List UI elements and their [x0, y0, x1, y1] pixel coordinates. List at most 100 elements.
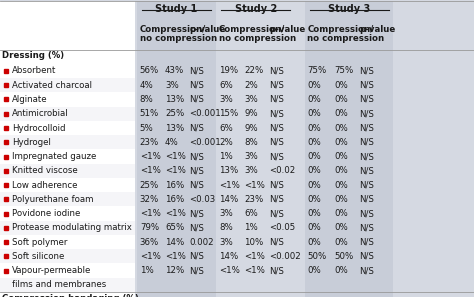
Text: <1%: <1% [165, 166, 186, 175]
Text: N/S: N/S [359, 67, 374, 75]
Text: N/S: N/S [269, 152, 283, 161]
Text: 0%: 0% [307, 181, 321, 189]
Bar [0, 278, 135, 292]
Text: 22%: 22% [244, 67, 264, 75]
Bar [0, 192, 135, 206]
Text: N/S: N/S [359, 166, 374, 175]
Text: p-value: p-value [269, 25, 305, 34]
Text: 23%: 23% [140, 138, 159, 147]
Text: 13%: 13% [165, 95, 184, 104]
Text: N/S: N/S [269, 67, 283, 75]
Text: N/S: N/S [190, 67, 204, 75]
Text: 0%: 0% [334, 95, 348, 104]
Text: Hydrogel: Hydrogel [12, 138, 51, 147]
Text: N/S: N/S [190, 81, 204, 90]
Text: 14%: 14% [219, 252, 238, 261]
Text: 16%: 16% [165, 195, 184, 204]
Text: 0%: 0% [334, 166, 348, 175]
Text: 10%: 10% [244, 238, 264, 247]
Text: 0%: 0% [334, 152, 348, 161]
Text: N/S: N/S [269, 238, 283, 247]
Text: 2%: 2% [219, 138, 233, 147]
Text: N/S: N/S [359, 152, 374, 161]
Bar [0, 1, 135, 297]
Text: N/S: N/S [269, 109, 283, 118]
Text: 0%: 0% [307, 266, 321, 275]
Text: 13%: 13% [165, 124, 184, 132]
Bar [0, 263, 135, 278]
Text: 32%: 32% [140, 195, 159, 204]
Text: 0%: 0% [307, 95, 321, 104]
Text: 79%: 79% [140, 223, 159, 232]
Text: <0.001: <0.001 [190, 109, 221, 118]
Text: 5%: 5% [140, 124, 154, 132]
Text: Soft silicone: Soft silicone [12, 252, 64, 261]
Text: 43%: 43% [165, 67, 184, 75]
Text: N/S: N/S [269, 124, 283, 132]
Bar [135, 1, 137, 297]
Text: 50%: 50% [307, 252, 327, 261]
Text: N/S: N/S [359, 223, 374, 232]
Text: <1%: <1% [219, 266, 240, 275]
Text: N/S: N/S [359, 181, 374, 189]
Text: <1%: <1% [244, 252, 265, 261]
Text: 4%: 4% [165, 138, 179, 147]
Text: N/S: N/S [269, 95, 283, 104]
Bar [0, 92, 135, 107]
Text: 23%: 23% [244, 195, 264, 204]
Text: 65%: 65% [165, 223, 184, 232]
Text: <1%: <1% [140, 252, 161, 261]
Text: N/S: N/S [359, 266, 374, 275]
Text: 3%: 3% [244, 166, 258, 175]
Text: <1%: <1% [165, 252, 186, 261]
Text: 9%: 9% [244, 109, 258, 118]
Bar [217, 1, 295, 297]
Text: Alginate: Alginate [12, 95, 47, 104]
Text: Study 3: Study 3 [328, 4, 370, 14]
Text: Compression/: Compression/ [219, 25, 285, 34]
Bar [0, 149, 135, 164]
Text: Compression/: Compression/ [307, 25, 374, 34]
Bar [0, 249, 135, 263]
Text: <1%: <1% [244, 181, 265, 189]
Text: N/S: N/S [190, 266, 204, 275]
Text: 0%: 0% [307, 138, 321, 147]
Text: N/S: N/S [269, 81, 283, 90]
Text: <1%: <1% [140, 209, 161, 218]
Text: N/S: N/S [190, 181, 204, 189]
Bar [0, 64, 135, 78]
Text: 0%: 0% [334, 81, 348, 90]
Text: 16%: 16% [165, 181, 184, 189]
Text: 0%: 0% [334, 209, 348, 218]
Text: 3%: 3% [219, 209, 233, 218]
Text: N/S: N/S [359, 252, 374, 261]
Text: 14%: 14% [165, 238, 184, 247]
Text: 0%: 0% [307, 152, 321, 161]
Text: films and membranes: films and membranes [12, 280, 106, 289]
Text: 0%: 0% [334, 195, 348, 204]
Text: Soft polymer: Soft polymer [12, 238, 67, 247]
Text: no compression: no compression [307, 34, 384, 42]
Text: 1%: 1% [244, 223, 258, 232]
Text: N/S: N/S [190, 166, 204, 175]
Text: N/S: N/S [190, 152, 204, 161]
Text: 6%: 6% [219, 81, 233, 90]
Text: 36%: 36% [140, 238, 159, 247]
Text: 14%: 14% [219, 195, 238, 204]
Bar [0, 178, 135, 192]
Text: 1%: 1% [219, 152, 233, 161]
Text: 15%: 15% [219, 109, 238, 118]
Bar [0, 121, 135, 135]
Text: 0%: 0% [334, 223, 348, 232]
Text: p-value: p-value [359, 25, 395, 34]
Text: <1%: <1% [219, 181, 240, 189]
Text: no compression: no compression [219, 34, 296, 42]
Text: 0%: 0% [307, 238, 321, 247]
Text: 0%: 0% [334, 238, 348, 247]
Text: 25%: 25% [140, 181, 159, 189]
Text: 75%: 75% [334, 67, 354, 75]
Text: 0%: 0% [307, 209, 321, 218]
Text: 8%: 8% [140, 95, 154, 104]
Text: N/S: N/S [359, 95, 374, 104]
Text: <1%: <1% [165, 152, 186, 161]
